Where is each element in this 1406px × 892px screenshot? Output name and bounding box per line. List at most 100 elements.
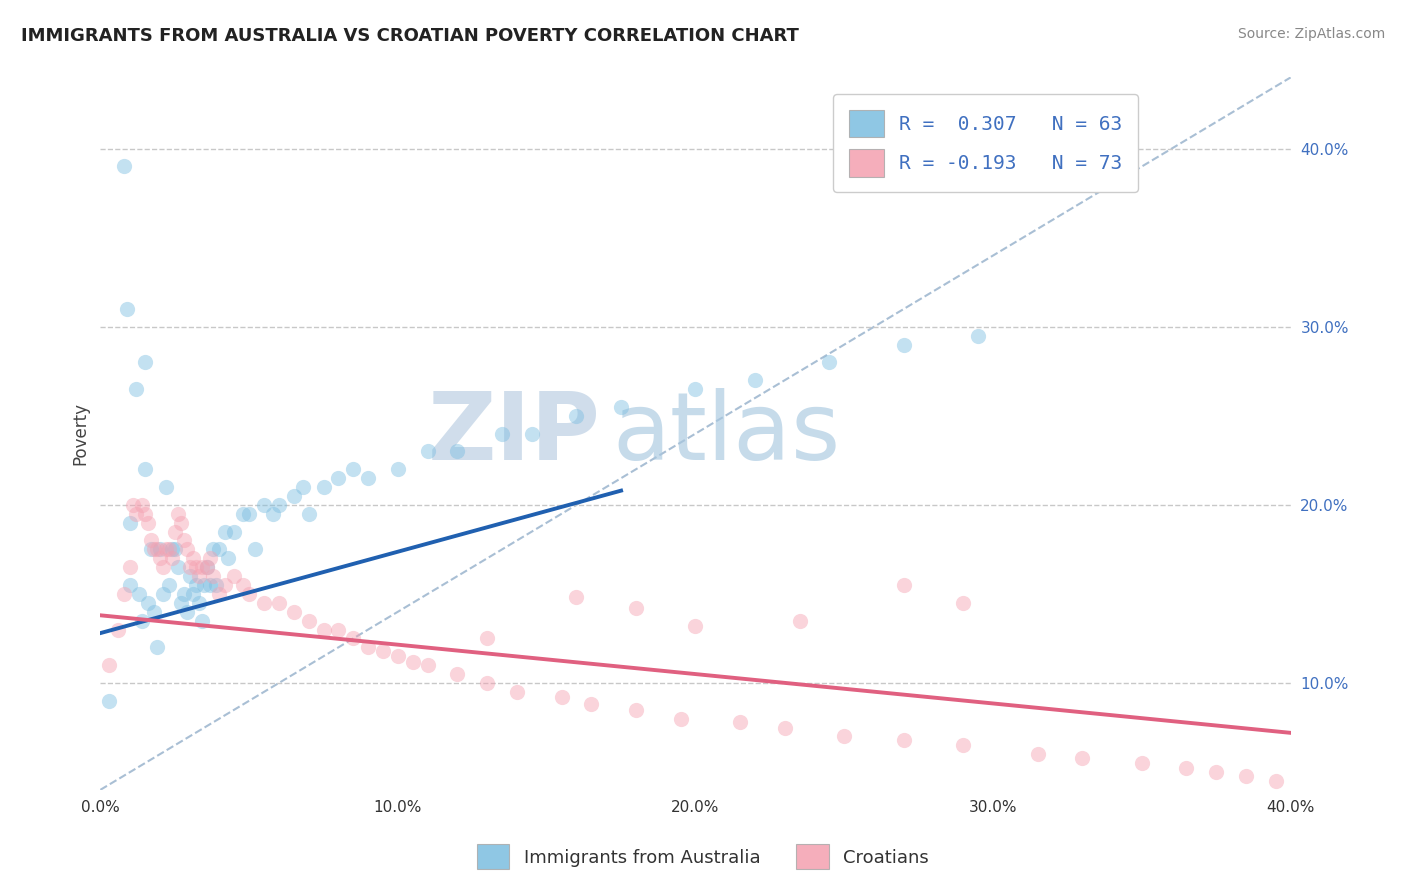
Point xyxy=(214,578,236,592)
Point xyxy=(139,533,162,548)
Point xyxy=(238,587,260,601)
Point xyxy=(170,596,193,610)
Point xyxy=(181,587,204,601)
Text: ZIP: ZIP xyxy=(427,388,600,480)
Point xyxy=(214,524,236,539)
Point xyxy=(98,694,121,708)
Point xyxy=(357,471,380,485)
Point xyxy=(193,578,215,592)
Point xyxy=(149,551,172,566)
Point xyxy=(685,382,707,396)
Point xyxy=(565,591,588,605)
Point xyxy=(134,507,156,521)
Point xyxy=(283,605,305,619)
Point xyxy=(131,498,153,512)
Point xyxy=(160,551,183,566)
Point xyxy=(262,507,284,521)
Point xyxy=(773,721,796,735)
Point xyxy=(685,619,707,633)
Point xyxy=(342,462,364,476)
Point xyxy=(1205,765,1227,780)
Point xyxy=(387,649,409,664)
Point xyxy=(197,560,219,574)
Point xyxy=(328,471,350,485)
Point xyxy=(789,614,811,628)
Point xyxy=(416,444,439,458)
Point xyxy=(267,596,290,610)
Point xyxy=(112,587,135,601)
Point xyxy=(163,542,186,557)
Point xyxy=(312,623,335,637)
Point xyxy=(131,614,153,628)
Point xyxy=(402,655,425,669)
Point xyxy=(200,578,222,592)
Point xyxy=(176,605,198,619)
Point xyxy=(136,516,159,530)
Point xyxy=(1264,773,1286,788)
Point xyxy=(1026,747,1049,762)
Point xyxy=(125,382,148,396)
Point xyxy=(1234,768,1257,782)
Point xyxy=(624,601,647,615)
Point xyxy=(1071,751,1094,765)
Point xyxy=(387,462,409,476)
Point xyxy=(146,542,169,557)
Point xyxy=(224,524,246,539)
Point xyxy=(832,730,855,744)
Point xyxy=(120,560,142,574)
Point xyxy=(112,160,135,174)
Point xyxy=(818,355,841,369)
Point xyxy=(160,542,183,557)
Point xyxy=(173,533,195,548)
Point xyxy=(179,569,201,583)
Point xyxy=(253,498,276,512)
Point xyxy=(952,739,974,753)
Point xyxy=(328,623,350,637)
Point xyxy=(190,560,212,574)
Point xyxy=(152,560,174,574)
Point xyxy=(128,587,150,601)
Point xyxy=(253,596,276,610)
Point xyxy=(122,498,145,512)
Point xyxy=(202,569,225,583)
Point xyxy=(208,542,231,557)
Point xyxy=(217,551,239,566)
Point xyxy=(202,542,225,557)
Point xyxy=(893,578,915,592)
Point xyxy=(181,551,204,566)
Point xyxy=(157,542,180,557)
Legend: R =  0.307   N = 63, R = -0.193   N = 73: R = 0.307 N = 63, R = -0.193 N = 73 xyxy=(834,95,1137,192)
Point xyxy=(98,658,121,673)
Point xyxy=(477,676,499,690)
Point xyxy=(149,542,172,557)
Point xyxy=(477,632,499,646)
Point xyxy=(1175,762,1198,776)
Point xyxy=(170,516,193,530)
Point xyxy=(581,698,603,712)
Text: atlas: atlas xyxy=(612,388,841,480)
Point xyxy=(142,605,165,619)
Point xyxy=(200,551,222,566)
Point xyxy=(166,507,188,521)
Point xyxy=(115,301,138,316)
Point xyxy=(669,712,692,726)
Point xyxy=(190,614,212,628)
Point xyxy=(125,507,148,521)
Point xyxy=(187,596,209,610)
Point xyxy=(232,507,254,521)
Point xyxy=(446,444,468,458)
Point xyxy=(371,644,394,658)
Point xyxy=(952,596,974,610)
Point xyxy=(550,690,572,705)
Point xyxy=(136,596,159,610)
Point xyxy=(342,632,364,646)
Point xyxy=(416,658,439,673)
Point xyxy=(506,685,529,699)
Point xyxy=(142,542,165,557)
Y-axis label: Poverty: Poverty xyxy=(72,402,89,465)
Point xyxy=(120,516,142,530)
Point xyxy=(184,560,207,574)
Point xyxy=(893,733,915,747)
Point xyxy=(624,703,647,717)
Point xyxy=(238,507,260,521)
